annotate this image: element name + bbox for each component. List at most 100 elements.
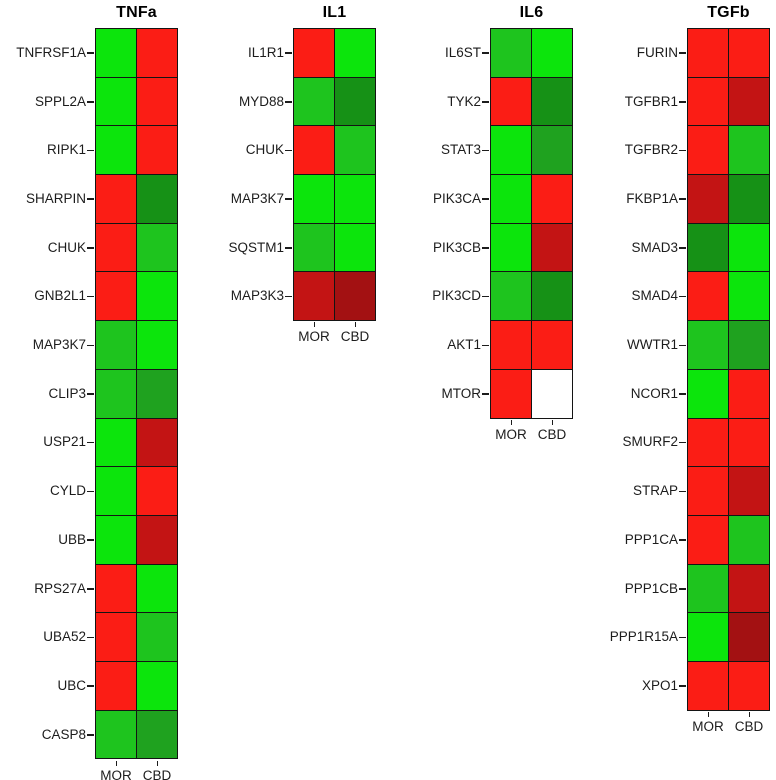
axis-tick	[87, 247, 94, 249]
heatmap-cell	[96, 369, 136, 418]
axis-tick	[87, 393, 94, 395]
heatmap-cell	[96, 29, 136, 77]
heatmap-cell	[137, 613, 177, 661]
gene-label: MAP3K3	[230, 288, 284, 304]
heatmap-cell	[137, 223, 177, 272]
axis-tick	[87, 441, 94, 444]
heatmap-cell	[729, 175, 769, 223]
axis-tick	[679, 344, 686, 347]
axis-tick	[313, 322, 315, 328]
heatmap-cell	[688, 77, 728, 126]
heatmap-grid	[293, 28, 376, 322]
axis-tick	[482, 149, 489, 152]
gene-label: AKT1	[447, 337, 481, 353]
gene-label: NCOR1	[630, 385, 678, 401]
heatmap-cell	[294, 223, 334, 272]
gene-label: TGFBR1	[624, 93, 678, 109]
axis-tick	[285, 198, 292, 200]
axis-tick	[87, 636, 94, 639]
gene-label: SMAD4	[631, 288, 678, 304]
axis-tick	[679, 636, 686, 639]
axis-tick	[87, 490, 94, 493]
gene-label: SHARPIN	[25, 190, 86, 206]
axis-tick	[285, 295, 292, 298]
axis-tick	[679, 149, 686, 152]
heatmap-cell	[532, 223, 572, 272]
heatmap-cell	[532, 321, 572, 369]
gene-label: CYLD	[49, 483, 86, 499]
heatmap-cell	[688, 29, 728, 77]
heatmap-cell	[137, 126, 177, 175]
gene-label: SMURF2	[622, 434, 678, 450]
axis-tick	[707, 711, 709, 717]
heatmap-cell	[294, 126, 334, 175]
heatmap-cell	[532, 369, 572, 418]
heatmap-cell	[96, 515, 136, 564]
axis-tick	[482, 344, 489, 347]
heatmap-cell	[491, 29, 531, 77]
heatmap-cell	[294, 77, 334, 126]
gene-label: TYK2	[447, 93, 481, 109]
gene-label: TGFBR2	[624, 142, 678, 158]
gene-label: UBB	[58, 531, 86, 547]
heatmap-cell	[688, 369, 728, 418]
gene-label: CASP8	[41, 726, 86, 742]
heatmap-cell	[137, 710, 177, 759]
heatmap-cell	[688, 515, 728, 564]
gene-label: PIK3CD	[432, 288, 481, 304]
heatmap-cell	[96, 661, 136, 710]
heatmap-cell	[729, 467, 769, 515]
heatmap-cell	[294, 272, 334, 321]
gene-label: IL1R1	[247, 44, 284, 60]
heatmap-cell	[294, 29, 334, 77]
column-label: CBD	[734, 718, 764, 734]
axis-tick	[679, 490, 686, 493]
heatmap-cell	[729, 321, 769, 369]
axis-tick	[510, 419, 512, 425]
axis-tick	[482, 393, 489, 395]
axis-tick	[679, 52, 686, 54]
gene-label: XPO1	[641, 677, 678, 693]
heatmap-cell	[688, 126, 728, 175]
heatmap-cell	[729, 77, 769, 126]
axis-tick	[87, 685, 94, 687]
axis-tick	[679, 393, 686, 395]
heatmap-cell	[137, 418, 177, 467]
heatmap-cell	[532, 126, 572, 175]
heatmap-cell	[729, 613, 769, 661]
gene-label: MAP3K7	[230, 190, 284, 206]
heatmap-cell	[96, 613, 136, 661]
heatmap-cell	[137, 661, 177, 710]
axis-tick	[482, 101, 489, 103]
axis-tick	[748, 711, 750, 717]
heatmap-cell	[729, 223, 769, 272]
gene-label: MYD88	[238, 93, 284, 109]
panel-title: IL6	[519, 4, 544, 21]
axis-tick	[87, 52, 94, 54]
heatmap-cell	[688, 321, 728, 369]
gene-label: PPP1CA	[624, 531, 678, 547]
heatmap-cell	[729, 369, 769, 418]
heatmap-cell	[532, 77, 572, 126]
axis-tick	[679, 441, 686, 444]
column-label: MOR	[692, 718, 724, 734]
gene-label: RIPK1	[46, 142, 86, 158]
axis-tick	[156, 760, 158, 766]
column-label: MOR	[495, 426, 527, 442]
gene-label: TNFRSF1A	[16, 44, 86, 60]
gene-label: SQSTM1	[228, 239, 284, 255]
heatmap-cell	[137, 77, 177, 126]
axis-tick	[482, 295, 489, 298]
axis-tick	[87, 734, 94, 736]
axis-tick	[679, 247, 686, 249]
heatmap-cell	[532, 29, 572, 77]
axis-tick	[87, 198, 94, 200]
heatmap-cell	[137, 467, 177, 515]
heatmap-cell	[688, 661, 728, 710]
heatmap-cell	[294, 175, 334, 223]
axis-tick	[679, 101, 686, 103]
heatmap-cell	[688, 175, 728, 223]
gene-label: MAP3K7	[32, 337, 86, 353]
heatmap-cell	[688, 564, 728, 613]
heatmap-cell	[688, 467, 728, 515]
